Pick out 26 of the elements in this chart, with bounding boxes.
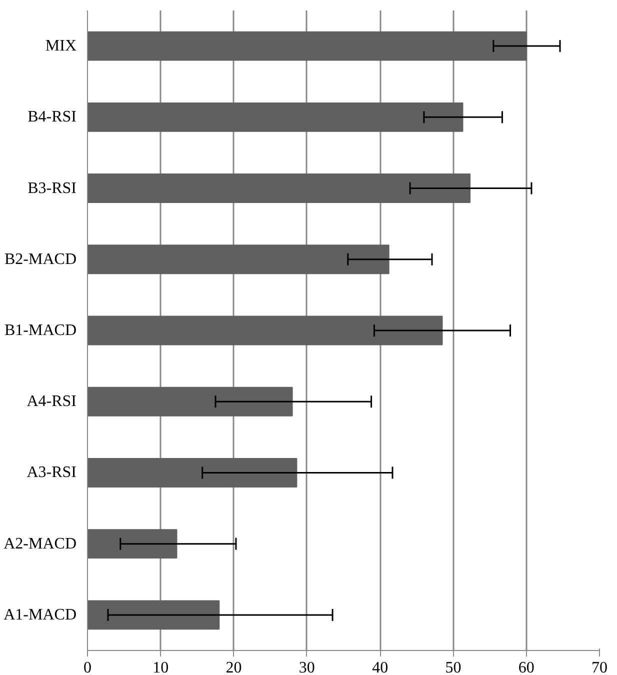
y-tick-label: A3-RSI <box>26 464 76 482</box>
bar <box>88 244 390 274</box>
bar <box>88 316 443 346</box>
bar <box>88 31 527 61</box>
bar <box>88 600 220 630</box>
y-tick-label: A4-RSI <box>26 393 76 410</box>
y-tick-label: MIX <box>45 38 77 55</box>
y-tick-label: B2-MACD <box>4 250 77 268</box>
x-tick-label: 0 <box>84 660 92 675</box>
y-tick-label: B4-RSI <box>28 108 77 126</box>
y-tick-label: A2-MACD <box>4 535 76 552</box>
bar <box>88 386 293 416</box>
bar <box>88 102 464 132</box>
bar <box>88 529 178 559</box>
x-tick-label: 60 <box>518 660 534 675</box>
x-tick-label: 70 <box>592 660 608 675</box>
bar <box>88 458 298 488</box>
y-tick-label: B3-RSI <box>28 180 77 197</box>
x-tick-label: 30 <box>298 660 315 675</box>
x-tick-label: 20 <box>226 660 242 675</box>
y-tick-label: A1-MACD <box>4 606 76 624</box>
bar <box>88 174 471 203</box>
x-tick-label: 40 <box>372 660 388 675</box>
x-tick-label: 50 <box>445 660 462 675</box>
x-tick-label: 10 <box>152 660 169 675</box>
y-tick-label: B1-MACD <box>4 322 77 339</box>
